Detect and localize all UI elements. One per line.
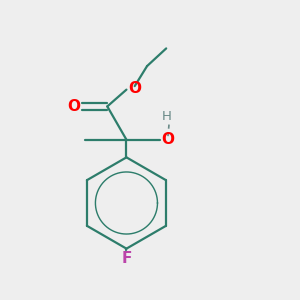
Text: O: O (68, 99, 80, 114)
Text: O: O (128, 81, 141, 96)
Text: F: F (121, 251, 132, 266)
Text: H: H (161, 110, 171, 123)
Text: O: O (161, 132, 175, 147)
